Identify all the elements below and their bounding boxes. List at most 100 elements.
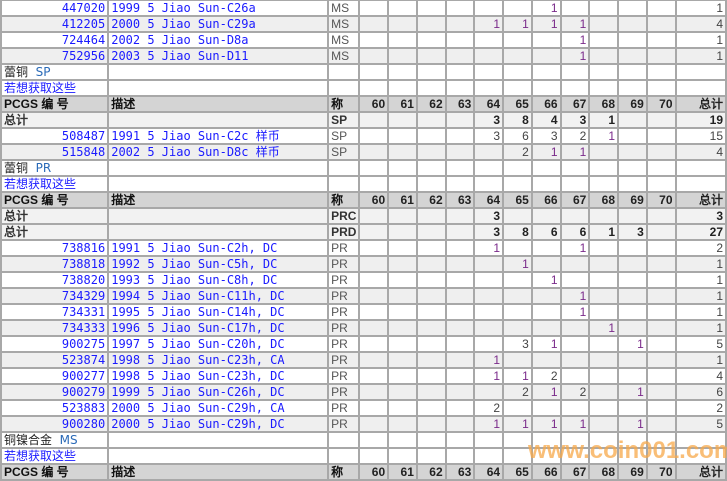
pcgs-code-link[interactable]: 734329 [0,287,110,305]
metal-name: 铜镍合金 [4,433,53,447]
pcgs-code-link[interactable]: 724464 [0,31,110,49]
grade-count-61 [387,399,418,417]
grade-count-63 [444,351,476,369]
request-link-row: 若想获取这些 [0,175,727,193]
grade-count-63 [444,271,476,289]
grade-type: PR [35,161,52,175]
grade-count-68 [588,15,620,33]
pcgs-code-link[interactable]: 738820 [0,271,110,289]
pcgs-code-link[interactable]: 515848 [0,143,110,161]
description-link[interactable]: 1998 5 Jiao Sun-C23h, CA [107,351,330,369]
pcgs-code-link[interactable]: 900275 [0,335,110,353]
pcgs-code-link[interactable]: 734331 [0,303,110,321]
empty-cell [387,431,418,449]
designation: PR [327,319,361,337]
grade-count-69 [617,303,648,321]
empty-cell [387,175,418,193]
grade-count-61 [387,143,418,161]
description-link[interactable]: 1993 5 Jiao Sun-C8h, DC [107,271,330,289]
description-link[interactable]: 1998 5 Jiao Sun-C23h, DC [107,367,330,385]
grade-count-69: 1 [617,383,648,401]
pcgs-code-link[interactable]: 447020 [0,0,110,17]
pcgs-code-link[interactable]: 412205 [0,15,110,33]
request-these-link[interactable]: 若想获取这些 [0,175,110,193]
table-header-row: PCGS 编 号描述称 60 61 62 63 64 65 66 67 68 69 70 总计 [0,95,727,113]
pcgs-code-link[interactable]: 523883 [0,399,110,417]
description-link[interactable]: 1995 5 Jiao Sun-C14h, DC [107,303,330,321]
description-link[interactable]: 1997 5 Jiao Sun-C20h, DC [107,335,330,353]
description-link[interactable]: 1999 5 Jiao Sun-C26a [107,0,330,17]
grade-count-62 [415,111,447,129]
grade-count-69 [617,47,648,65]
empty-cell [387,79,418,97]
pcgs-code-link[interactable]: 900277 [0,367,110,385]
description-link[interactable]: 1991 5 Jiao Sun-C2c 样币 [107,127,330,145]
description-link[interactable]: 2000 5 Jiao Sun-C29h, CA [107,399,330,417]
grade-count-60 [358,239,390,257]
empty-cell [559,79,591,97]
grade-count-62 [415,319,447,337]
grade-count-61 [387,351,418,369]
grade-count-68 [588,207,620,225]
grade-count-67: 3 [559,111,591,129]
grade-count-64: 3 [473,111,505,129]
table-row: 900275 1997 5 Jiao Sun-C20h, DC PR 3 1 1 5 [0,335,727,353]
empty-cell [107,175,330,193]
grade-count-67: 1 [559,239,591,257]
designation: PR [327,255,361,273]
pcgs-code-link[interactable]: 900280 [0,415,110,433]
empty-cell [107,79,330,97]
description-link[interactable]: 2000 5 Jiao Sun-C29h, DC [107,415,330,433]
pcgs-code-link[interactable]: 738818 [0,255,110,273]
table-row: 900277 1998 5 Jiao Sun-C23h, DC PR 1 1 2 4 [0,367,727,385]
grade-count-65: 2 [502,143,533,161]
grade-count-62 [415,47,447,65]
header-grade-70: 70 [645,95,677,113]
grade-count-61 [387,335,418,353]
pcgs-code-link[interactable]: 738816 [0,239,110,257]
pcgs-code-link[interactable]: 752956 [0,47,110,65]
description-link[interactable]: 2002 5 Jiao Sun-D8a [107,31,330,49]
pcgs-code-link[interactable]: 508487 [0,127,110,145]
grade-count-60 [358,287,390,305]
header-total: 总计 [674,191,727,209]
description-link[interactable]: 1996 5 Jiao Sun-C17h, DC [107,319,330,337]
grade-count-65: 1 [502,367,533,385]
empty-cell [473,431,505,449]
grade-count-67: 1 [559,415,591,433]
empty-cell [530,431,562,449]
grade-count-70 [645,111,677,129]
pcgs-code-link[interactable]: 734333 [0,319,110,337]
description-link[interactable]: 2003 5 Jiao Sun-D11 [107,47,330,65]
pcgs-code-link[interactable]: 900279 [0,383,110,401]
header-grade-66: 66 [530,191,562,209]
description-link[interactable]: 2002 5 Jiao Sun-D8c 样币 [107,143,330,161]
request-these-link[interactable]: 若想获取这些 [0,447,110,465]
metal-name: 蕾铜 [4,161,29,175]
grade-count-61 [387,255,418,273]
empty-cell [645,63,677,81]
header-grade-70: 70 [645,463,677,481]
description-link[interactable]: 1991 5 Jiao Sun-C2h, DC [107,239,330,257]
pcgs-code-link[interactable]: 523874 [0,351,110,369]
designation: SP [327,111,361,129]
description-link[interactable]: 1992 5 Jiao Sun-C5h, DC [107,255,330,273]
description-link[interactable]: 1994 5 Jiao Sun-C11h, DC [107,287,330,305]
grade-count-67 [559,399,591,417]
grade-count-63 [444,111,476,129]
header-grade-69: 69 [617,95,648,113]
grade-count-60 [358,111,390,129]
description-link[interactable]: 1999 5 Jiao Sun-C26h, DC [107,383,330,401]
header-grade-60: 60 [358,463,390,481]
grade-count-64 [473,143,505,161]
designation: PRD [327,223,361,241]
empty-cell [358,447,390,465]
empty-cell [358,175,390,193]
description-link[interactable]: 2000 5 Jiao Sun-C29a [107,15,330,33]
grade-count-66 [530,351,562,369]
grade-count-61 [387,0,418,17]
grade-count-69 [617,271,648,289]
designation: PR [327,335,361,353]
request-these-link[interactable]: 若想获取这些 [0,79,110,97]
grade-count-68 [588,271,620,289]
